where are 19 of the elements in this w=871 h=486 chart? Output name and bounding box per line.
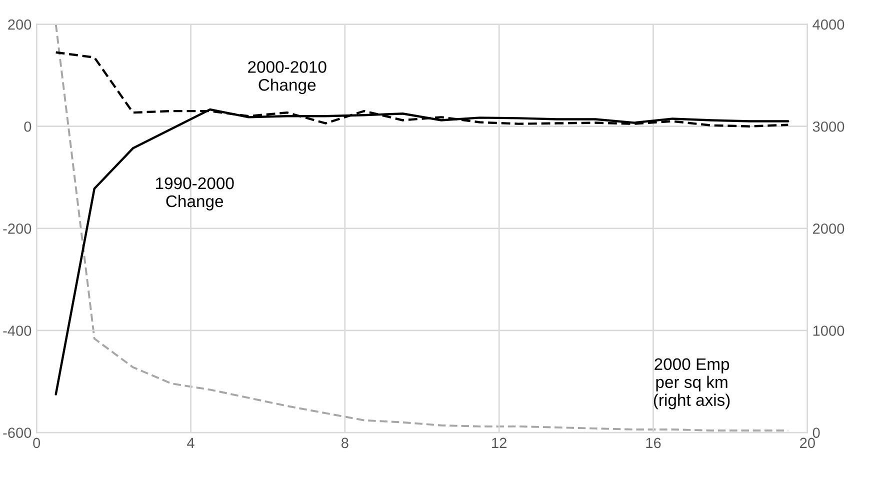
y2-tick-label: 2000 [813,224,844,234]
y2-tick-label: 3000 [812,121,844,132]
y2-tick-label: 1000 [813,326,844,336]
x-tick-label: 20 [800,438,815,448]
y-tick-label: 0 [24,121,32,132]
x-tick-label: 8 [341,438,348,448]
y2-tick-label: 0 [812,428,820,438]
series-label: 2000-2010 Change [248,61,326,94]
x-tick-label: 4 [187,438,194,448]
y2-tick-label: 4000 [812,19,844,30]
text: 1990-2000 Change [156,177,234,210]
series-label: 2000 Emp per sq km (right axis) [654,358,730,410]
x-tick-label: 12 [492,438,506,448]
x-tick-label: 0 [33,438,40,448]
y-tick-label: -600 [3,428,32,438]
x-tick-label: 16 [646,438,661,448]
y-tick-label: -200 [3,224,32,234]
y-tick-label: 200 [8,19,32,30]
y-tick-label: -400 [3,326,32,336]
